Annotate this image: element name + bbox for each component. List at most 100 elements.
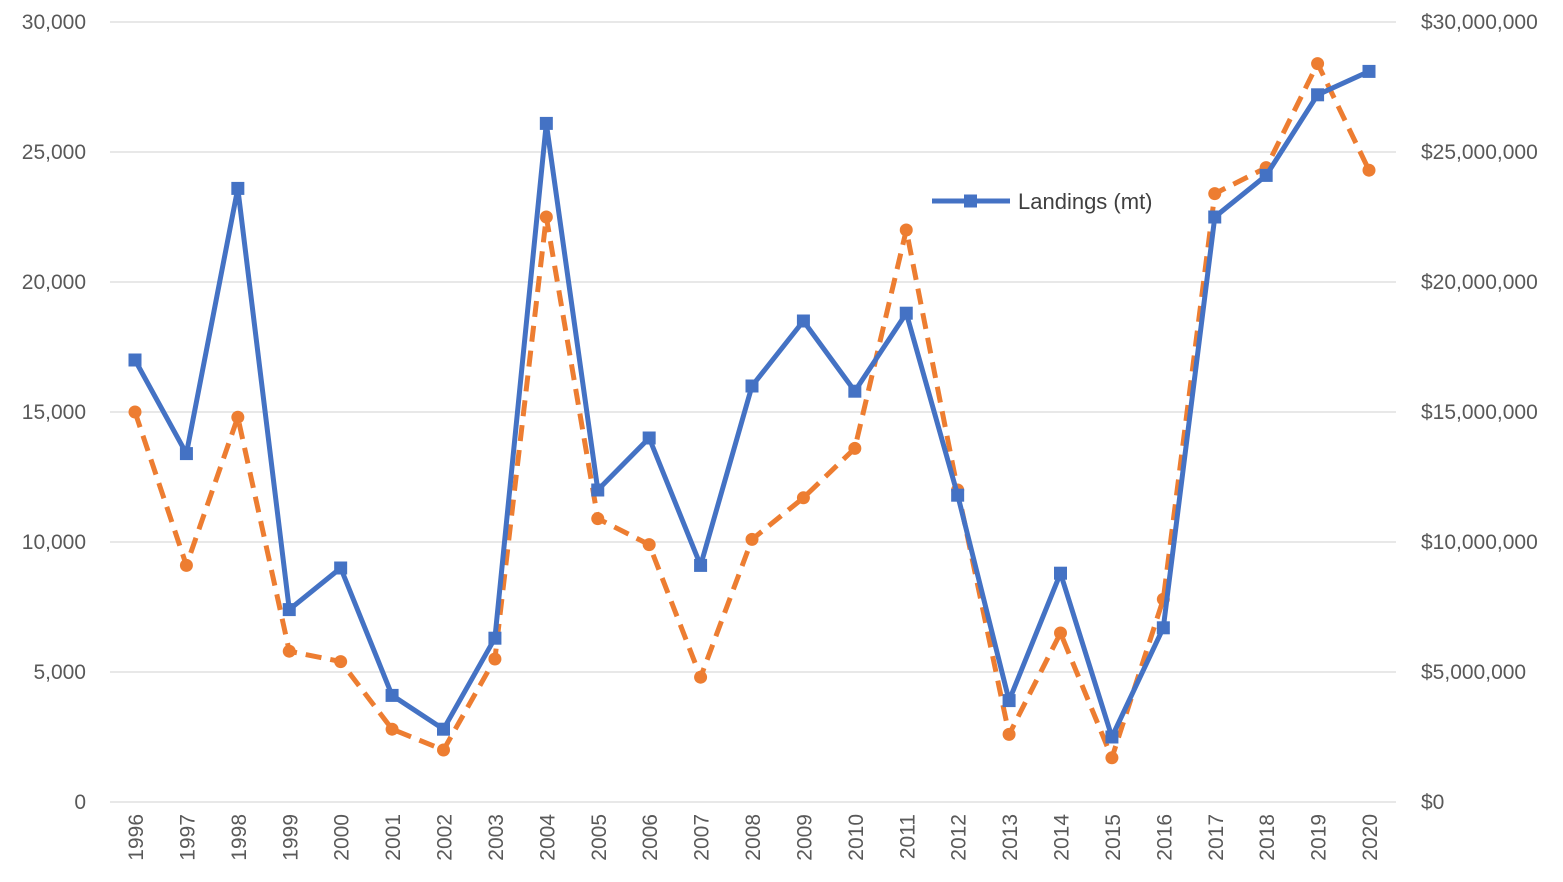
x-axis-tick-label: 2011 [896, 814, 919, 859]
left-axis-tick-label: 20,000 [22, 271, 86, 294]
x-axis-tick-label: 2003 [485, 814, 508, 861]
data-point [385, 688, 399, 702]
x-axis-tick-label: 2012 [948, 814, 971, 861]
data-point [437, 722, 450, 736]
left-y-axis: 0 5,000 10,000 15,000 20,000 25,000 30,000 [22, 11, 86, 814]
x-axis-tick-label: 2006 [639, 814, 662, 861]
left-axis-tick-label: 30,000 [22, 11, 86, 34]
x-axis-tick-label: 2017 [1205, 814, 1228, 861]
data-point [1208, 187, 1222, 201]
data-point [1362, 163, 1376, 177]
data-point [385, 722, 399, 736]
x-axis-tick-label: 2010 [845, 814, 868, 861]
data-point [1054, 626, 1067, 640]
right-y-axis: $0 $5,000,000 $10,000,000 $15,000,000 $20,00… [1421, 11, 1538, 814]
data-point [1105, 751, 1119, 765]
series-layer [128, 57, 1376, 765]
left-axis-tick-label: 25,000 [22, 141, 86, 164]
data-point [1002, 694, 1016, 708]
data-point [591, 483, 605, 497]
data-point [796, 314, 810, 328]
x-axis-tick-label: 2018 [1256, 814, 1279, 861]
data-point [334, 655, 348, 669]
data-point [694, 670, 708, 684]
legend: Landings (mt) [932, 189, 1153, 214]
data-point [1311, 57, 1325, 71]
data-point [745, 532, 759, 546]
data-point [642, 431, 656, 445]
data-point [1156, 621, 1170, 635]
data-point [1208, 210, 1222, 224]
gridlines [110, 21, 1396, 803]
data-point [179, 447, 193, 461]
data-point [488, 631, 502, 645]
series-landings [128, 64, 1376, 744]
data-point [334, 561, 348, 575]
data-point [591, 512, 605, 526]
data-point [796, 491, 810, 505]
data-point [848, 384, 862, 398]
x-axis-tick-label: 2009 [793, 814, 816, 861]
data-point [1311, 88, 1325, 102]
right-axis-tick-label: $0 [1421, 791, 1444, 814]
x-axis-tick-label: 1996 [125, 814, 148, 861]
data-point [642, 538, 656, 552]
data-point [282, 644, 296, 658]
x-axis-tick-label: 2001 [382, 814, 405, 861]
x-axis-tick-label: 2005 [588, 814, 611, 861]
data-point [539, 116, 553, 130]
data-point [899, 306, 913, 320]
x-axis-tick-label: 2000 [331, 814, 354, 861]
x-axis-tick-label: 2019 [1308, 814, 1331, 861]
data-point [231, 410, 245, 424]
data-point [282, 603, 296, 617]
right-axis-tick-label: $25,000,000 [1421, 141, 1538, 164]
legend-swatch-marker [964, 194, 977, 208]
x-axis-tick-label: 2004 [536, 814, 559, 861]
data-point [179, 558, 193, 572]
left-axis-tick-label: 0 [74, 791, 86, 814]
data-point [745, 379, 759, 393]
x-axis-tick-label: 2008 [742, 814, 765, 861]
right-axis-tick-label: $30,000,000 [1421, 11, 1538, 34]
data-point [1054, 566, 1067, 580]
right-axis-tick-label: $10,000,000 [1421, 531, 1538, 554]
series-line [132, 61, 1372, 761]
data-point [1362, 64, 1376, 78]
x-axis-tick-label: 2015 [1102, 814, 1125, 861]
right-axis-tick-label: $20,000,000 [1421, 271, 1538, 294]
x-axis-tick-label: 1998 [228, 814, 251, 861]
x-axis-tick-label: 2016 [1153, 814, 1176, 861]
data-point [1002, 727, 1016, 741]
series-value [128, 57, 1376, 765]
data-point [951, 488, 965, 502]
right-axis-tick-label: $5,000,000 [1421, 661, 1526, 684]
data-point [694, 558, 708, 572]
legend-label: Landings (mt) [1018, 189, 1153, 214]
data-point [848, 441, 862, 455]
data-point [437, 743, 450, 757]
right-axis-tick-label: $15,000,000 [1421, 401, 1538, 424]
left-axis-tick-label: 5,000 [33, 661, 86, 684]
x-axis-tick-label: 1997 [176, 814, 199, 861]
data-point [899, 223, 913, 237]
data-point [231, 181, 245, 195]
x-axis-tick-label: 2002 [434, 814, 457, 861]
x-axis-tick-label: 2013 [999, 814, 1022, 861]
data-point [128, 405, 142, 419]
left-axis-tick-label: 10,000 [22, 531, 86, 554]
x-axis-tick-label: 2014 [1051, 814, 1074, 861]
data-point [1259, 168, 1273, 182]
x-axis-tick-label: 1999 [279, 814, 302, 861]
data-point [539, 210, 553, 224]
x-axis-tick-label: 2020 [1359, 814, 1382, 861]
series-line [132, 69, 1371, 740]
data-point [488, 652, 502, 666]
data-point [1105, 730, 1119, 744]
left-axis-tick-label: 15,000 [22, 401, 86, 424]
x-axis-tick-label: 2007 [691, 814, 714, 861]
x-axis: 1996 1997 1998 1999 2000 2001 2002 2003 2004 2005… [125, 814, 1382, 861]
data-point [128, 353, 142, 367]
